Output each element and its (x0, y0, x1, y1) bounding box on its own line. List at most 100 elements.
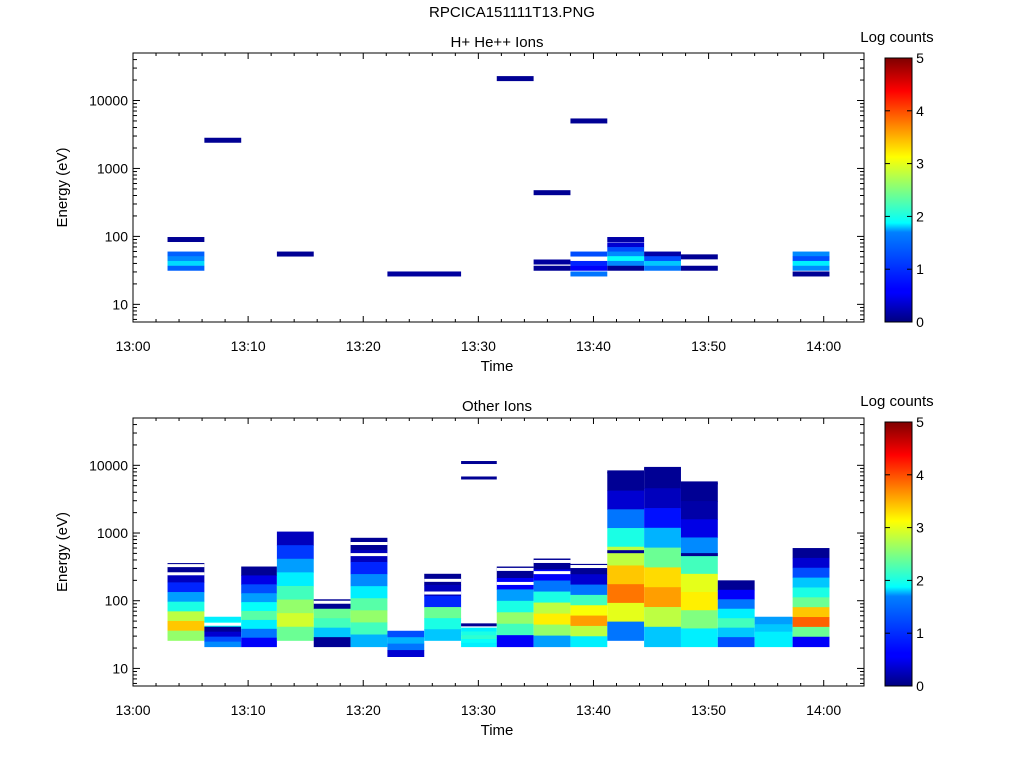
spectrogram-cell (717, 599, 755, 610)
spectrogram-cell (754, 624, 793, 633)
spectrogram-cell (350, 598, 388, 611)
spectrogram-panel-2: Other Ions 13:00 13:10 13:20 13:30 13:40 13:50… (54, 393, 934, 739)
spectrogram-cell (607, 470, 645, 474)
x-tick-label: 13:30 (461, 702, 496, 718)
spectrogram-cell (533, 190, 571, 196)
spectrogram-cell (241, 637, 277, 648)
spectrogram-cell (387, 643, 425, 651)
colorbar (884, 421, 913, 687)
colorbar-tick-label: 3 (916, 520, 924, 536)
spectrogram-panel-1: H+ He++ Ions 13:00 13:10 13:20 13:30 13:40 13:… (54, 29, 934, 375)
spectrogram-gap (533, 571, 571, 575)
spectrogram-gap (350, 553, 388, 557)
spectrogram-cell (241, 593, 277, 603)
spectrogram-cell (276, 558, 314, 573)
spectrogram-cell (167, 621, 205, 632)
spectrogram-cell (792, 251, 830, 257)
x-tick-label: 13:30 (461, 338, 496, 354)
spectrogram-cell (717, 580, 755, 591)
spectrogram-cell (461, 631, 497, 636)
spectrogram-cell (241, 575, 277, 585)
x-tick-label: 13:20 (346, 702, 381, 718)
spectrogram-cell (644, 626, 681, 648)
spectrogram-cell (350, 622, 388, 636)
spectrogram-cell (570, 265, 608, 271)
spectrogram-cell (792, 271, 830, 277)
spectrogram-cell (680, 482, 718, 502)
spectrogram-cell (241, 584, 277, 594)
spectrogram-cell (680, 555, 718, 575)
colorbar-tick-label: 4 (916, 467, 924, 483)
spectrogram-cell (167, 260, 205, 266)
y-tick-label: 10000 (89, 92, 128, 108)
spectrogram-cell (792, 567, 830, 579)
spectrogram-cell (680, 610, 718, 629)
colorbar-label: Log counts (860, 393, 933, 410)
plot-frame (132, 417, 865, 687)
spectrogram-gap (167, 564, 205, 568)
x-tick-label: 13:00 (115, 702, 150, 718)
spectrogram-cell (570, 605, 608, 617)
y-tick-label: 1000 (97, 525, 128, 541)
spectrogram-cell (204, 616, 242, 623)
spectrogram-cell (607, 265, 645, 271)
spectrogram-cell (607, 550, 645, 554)
spectrogram-cell (570, 260, 608, 266)
spectrogram-cell (644, 251, 681, 257)
spectrogram-cell (792, 260, 830, 266)
spectrogram-cell (276, 531, 314, 546)
spectrogram-cell (533, 602, 571, 615)
spectrogram-cell (607, 509, 645, 529)
spectrogram-cell (533, 635, 571, 648)
spectrogram-gap (496, 581, 534, 585)
spectrogram-cell (241, 566, 277, 576)
spectrogram-cell (607, 621, 645, 641)
spectrogram-cell (313, 618, 351, 629)
spectrogram-cell (424, 618, 462, 630)
spectrogram-cell (461, 476, 497, 480)
spectrogram-cell (607, 237, 645, 243)
spectrogram-cell (533, 259, 571, 265)
spectrogram-cell (644, 567, 681, 588)
spectrogram-cell (167, 265, 205, 271)
spectrogram-cell (461, 642, 497, 648)
spectrogram-cell (680, 501, 718, 520)
spectrogram-cell (533, 569, 571, 582)
spectrogram-cell (792, 587, 830, 598)
spectrogram-cell (607, 256, 645, 262)
spectrogram-cell (167, 563, 205, 574)
spectrogram-cell (644, 256, 681, 262)
spectrogram-cell (496, 589, 534, 602)
spectrogram-cell (276, 626, 314, 641)
spectrogram-cell (644, 466, 681, 470)
spectrogram-cell (167, 592, 205, 603)
spectrogram-gap (350, 542, 388, 546)
spectrogram-cell (496, 623, 534, 636)
spectrogram-cell (570, 615, 608, 627)
spectrogram-cell (276, 251, 314, 257)
panel-title: H+ He++ Ions (451, 34, 544, 51)
spectrogram-cell (570, 594, 608, 606)
spectrogram-cell (644, 547, 681, 568)
spectrogram-cell (167, 630, 205, 641)
spectrogram-cell (680, 265, 718, 271)
spectrogram-cell (570, 574, 608, 586)
x-tick-label: 13:40 (576, 702, 611, 718)
spectrogram-cell (533, 624, 571, 637)
spectrogram-cell (680, 573, 718, 593)
spectrogram-cell (792, 256, 830, 262)
spectrogram-cell (792, 265, 830, 271)
spectrogram-cell (350, 549, 388, 563)
spectrogram-cell (167, 611, 205, 622)
colorbar-tick-label: 0 (916, 314, 924, 330)
spectrogram-cell (204, 626, 242, 633)
spectrogram-cell (607, 546, 645, 566)
spectrogram-cell (167, 572, 205, 583)
colorbar-tick-label: 0 (916, 678, 924, 694)
x-tick-label: 13:50 (691, 338, 726, 354)
spectrogram-cell (241, 628, 277, 639)
spectrogram-cell (570, 625, 608, 637)
spectrogram-cell (241, 611, 277, 621)
spectrogram-cell (644, 468, 681, 489)
spectrogram-cell (607, 260, 645, 266)
